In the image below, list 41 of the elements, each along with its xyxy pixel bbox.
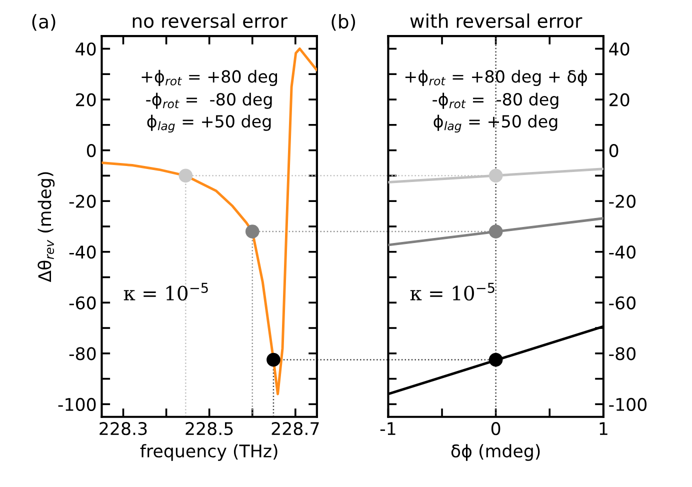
x-axis-title: frequency (THz) (140, 444, 278, 461)
annotation: +ϕ$_{rot}$ = +80 deg + δϕ (405, 70, 587, 86)
annotation: -ϕ$_{rot}$ = -80 deg (432, 92, 558, 109)
chart-title: no reversal error (132, 13, 288, 28)
x-tick-label: 0 (491, 422, 500, 436)
annotation: κ = 10$^{−5}$ (124, 282, 208, 301)
text: (a) (32, 14, 56, 31)
y-tick-label: -20 (69, 194, 96, 208)
line-series (102, 47, 317, 396)
x-tick-label: 228.7 (272, 422, 319, 436)
y-tick-label: -40 (609, 246, 636, 259)
y-tick-label: -20 (609, 194, 636, 208)
y-tick-label: 0 (86, 144, 96, 158)
annotation: -ϕ$_{rot}$ = -80 deg (146, 92, 272, 109)
x-tick-label: 228.5 (186, 422, 233, 436)
x-tick-label: -1 (380, 422, 396, 435)
x-axis-title: δϕ (mdeg) (451, 444, 540, 461)
y-tick-label: -60 (609, 296, 636, 310)
point (245, 224, 260, 238)
x-tick-label: 1 (600, 422, 608, 435)
annotation: κ = 10$^{−5}$ (410, 282, 494, 301)
point (178, 168, 193, 183)
y-tick-label: -100 (609, 398, 647, 412)
y-tick-label: -40 (69, 246, 96, 259)
y-tick-label: 0 (609, 144, 618, 158)
y-axis-title: Δθ$_{rev}$ (mdeg) (38, 172, 55, 282)
y-tick-label: 40 (609, 42, 630, 56)
x-tick-label: 228.3 (100, 422, 147, 436)
y-tick-label: 20 (76, 93, 96, 106)
y-tick-label: 40 (76, 42, 96, 56)
text: (b) (332, 14, 356, 31)
point (266, 352, 280, 367)
chart-title: with reversal error (410, 13, 582, 28)
y-tick-label: 20 (610, 93, 630, 106)
y-tick-label: -80 (609, 347, 636, 360)
y-tick-label: -80 (69, 347, 96, 360)
y-tick-label: -100 (58, 398, 96, 412)
annotation: ϕ$_{lag}$ = +50 deg (147, 114, 271, 133)
annotation: ϕ$_{lag}$ = +50 deg (434, 114, 558, 133)
annotation: +ϕ$_{rot}$ = +80 deg (142, 70, 278, 86)
y-tick-label: -60 (69, 296, 96, 310)
